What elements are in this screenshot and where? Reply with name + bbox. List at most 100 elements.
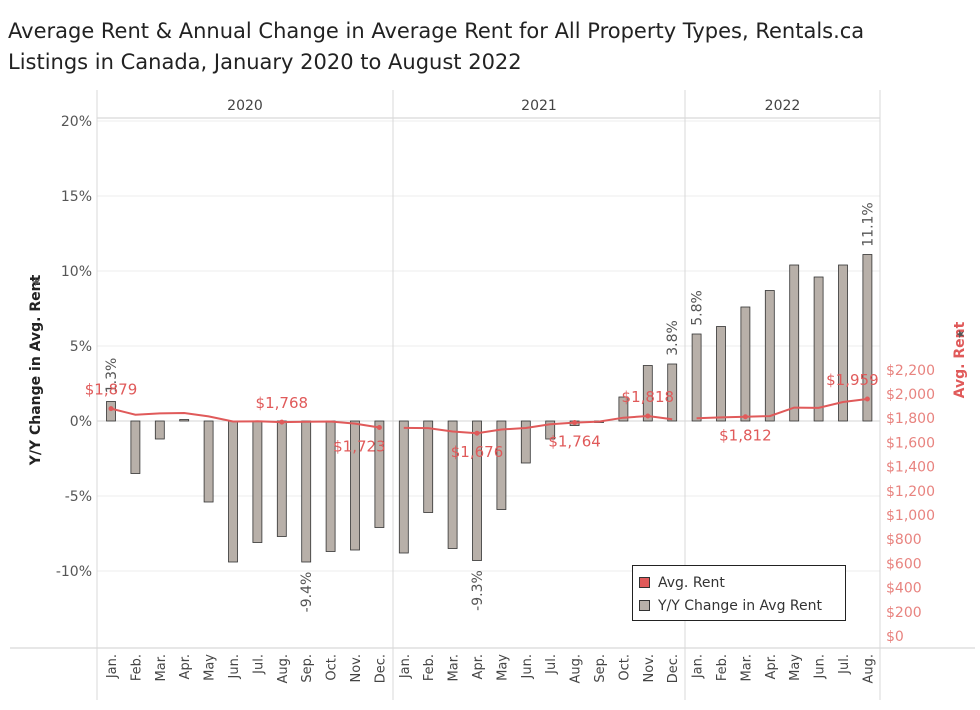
right-tick-label: $200 [886,605,922,621]
line-point-marker [742,414,748,420]
chart-title-line-1: Average Rent & Annual Change in Average … [8,19,865,43]
x-tick-label: Jun. [813,654,828,679]
bar-nov--2021 [642,365,653,422]
year-header-2022: 2022 [765,98,801,114]
x-tick-label: May [788,654,803,681]
left-tick-label: 15% [61,189,92,205]
bar-oct--2021 [618,396,629,422]
x-tick-label: Oct. [617,654,632,681]
line-data-label: $1,768 [256,394,309,412]
right-tick-label: $1,000 [886,508,935,524]
bar-apr--2022 [764,290,775,422]
chart-title-line-2: Listings in Canada, January 2020 to Augu… [8,50,522,74]
bar-feb--2022 [716,326,726,422]
line-point-marker [108,406,114,412]
legend-item-avg-rent[interactable]: Avg. Rent [639,571,845,594]
bar-mar--2021 [447,420,458,549]
bar-data-label: -9.4% [299,572,315,613]
right-tick-label: $1,400 [886,460,935,476]
sort-icon: ★ [30,277,43,287]
bar-dec--2020 [374,420,385,528]
line-point-marker [474,430,480,436]
right-tick-label: $800 [886,532,922,548]
line-point-marker [645,413,651,419]
bar-may-2022 [789,264,800,422]
bar-aug--2020 [276,420,287,537]
x-tick-label: Mar. [154,654,169,681]
bar-data-label: 3.8% [665,320,681,356]
x-tick-label: Jul. [837,654,852,675]
bar-jul--2022 [838,264,848,422]
bar-aug--2022 [862,254,873,422]
bar-may-2020 [203,420,214,503]
bar-may-2021 [496,420,507,510]
bar-sep--2020 [301,420,312,563]
line-data-label: $1,959 [826,371,879,389]
x-tick-label: Feb. [422,654,437,681]
bar-mar--2020 [154,420,165,440]
x-tick-label: Nov. [642,654,657,683]
year-header-2020: 2020 [227,98,263,114]
right-tick-label: $0 [886,629,904,645]
avg-rent-line-2021 [403,414,673,435]
x-tick-label: May [495,654,510,681]
line-point-marker [864,396,870,402]
bar-data-label: 1.3% [104,358,120,394]
legend-item-yy-change[interactable]: Y/Y Change in Avg Rent [639,594,845,617]
bar-data-label: 11.1% [860,202,876,246]
x-tick-label: Feb. [129,654,144,681]
x-tick-label: Dec. [373,654,388,683]
x-tick-label: Jul. [544,654,559,675]
right-tick-label: $600 [886,556,922,572]
right-tick-label: $1,600 [886,435,935,451]
legend-swatch-yy-change [639,600,650,611]
right-tick-label: $1,800 [886,411,935,427]
left-tick-label: 0% [70,414,92,430]
left-tick-label: 10% [61,264,92,280]
line-point-marker [572,420,578,426]
right-tick-label: $2,200 [886,363,935,379]
bar-jul--2021 [545,420,556,440]
x-tick-label: Mar. [739,654,754,681]
x-tick-label: Sep. [300,654,315,683]
line-data-label: $1,676 [451,443,504,461]
x-tick-label: Aug. [276,654,291,684]
left-tick-label: -10% [56,564,92,580]
bar-jan--2021 [398,420,409,554]
bar-dec--2021 [667,363,678,422]
line-data-label: $1,879 [85,381,138,399]
line-data-label: $1,812 [719,427,772,445]
bar-nov--2020 [350,420,360,551]
legend-swatch-avg-rent [639,577,650,588]
bar-jun--2021 [520,420,531,464]
x-tick-label: Jun. [520,654,535,679]
right-tick-label: $2,000 [886,387,935,403]
x-tick-label: Jul. [251,654,266,675]
x-tick-label: Dec. [666,654,681,683]
avg-rent-line-2020 [110,407,380,429]
x-tick-label: Apr. [764,654,779,679]
avg-rent-line-2022 [696,398,868,420]
right-tick-label: $1,200 [886,484,935,500]
x-tick-label: Aug. [861,654,876,684]
right-tick-label: $400 [886,581,922,597]
line-point-marker [376,425,382,431]
bar-mar--2022 [740,306,751,422]
year-header-2021: 2021 [521,98,557,114]
bar-feb--2021 [423,420,434,513]
bar-apr--2021 [472,420,482,561]
left-tick-label: 20% [61,114,92,130]
bar-jul--2020 [252,420,263,543]
y-axis-right-title: Avg. Rent [952,321,968,398]
x-tick-label: Aug. [569,654,584,684]
bar-apr--2020 [179,419,190,422]
x-tick-label: Apr. [471,654,486,679]
bar-jun--2020 [228,420,238,563]
x-tick-label: Jan. [105,654,120,679]
bar-jan--2022 [691,333,702,422]
bar-data-label: 5.8% [690,290,706,326]
x-tick-label: Jun. [227,654,242,679]
line-data-label: $1,818 [622,388,675,406]
x-tick-label: Jan. [398,654,413,679]
